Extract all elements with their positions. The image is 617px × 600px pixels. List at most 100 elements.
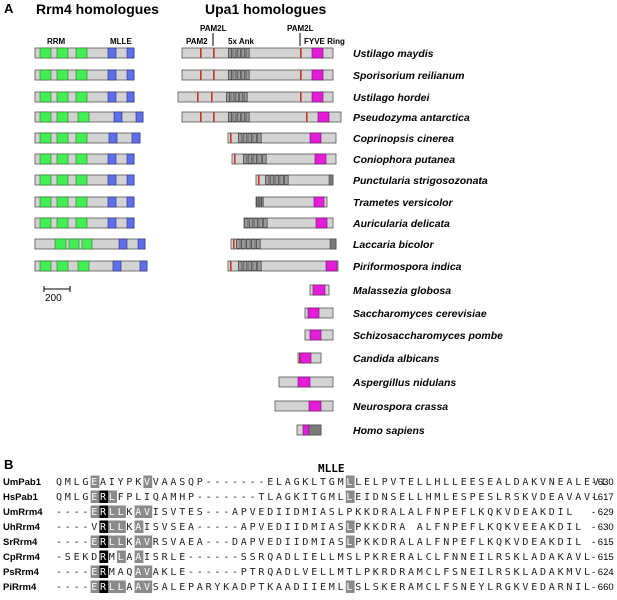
ankyrin-repeat bbox=[247, 133, 252, 143]
conservation-shade bbox=[143, 535, 153, 548]
mlle-domain bbox=[126, 69, 135, 81]
residue: A bbox=[135, 567, 141, 578]
ankyrin-repeat bbox=[279, 175, 284, 185]
pam-motif bbox=[200, 112, 202, 122]
residue: A bbox=[285, 582, 291, 593]
fyve-domain bbox=[311, 69, 324, 81]
rrm4-section-title: Rrm4 homologues bbox=[36, 1, 159, 17]
residue: I bbox=[109, 477, 115, 488]
residue: K bbox=[302, 477, 308, 488]
residue: L bbox=[109, 537, 115, 548]
residue: K bbox=[126, 537, 132, 548]
protein-backbone bbox=[181, 47, 334, 59]
ankyrin-repeat bbox=[232, 112, 237, 122]
conservation-shade bbox=[345, 520, 355, 533]
species-label: Piriformospora indica bbox=[353, 261, 462, 273]
residue: L bbox=[452, 477, 458, 488]
residue: D bbox=[241, 582, 247, 593]
residue: I bbox=[302, 552, 308, 563]
residue: L bbox=[487, 582, 493, 593]
rrm-domain bbox=[39, 132, 52, 144]
fyve-domain bbox=[312, 284, 326, 296]
residue: M bbox=[329, 492, 335, 503]
residue: S bbox=[170, 522, 176, 533]
residue: Y bbox=[214, 582, 220, 593]
species-labels: Ustilago maydis Sporisorium reilianum Usti… bbox=[352, 48, 503, 437]
residue: P bbox=[188, 492, 194, 503]
residue: L bbox=[417, 552, 423, 563]
residue: S bbox=[153, 522, 159, 533]
residue: C bbox=[426, 582, 432, 593]
pam-motif bbox=[211, 92, 213, 102]
mlle-domain-label: MLLE bbox=[110, 37, 132, 46]
ankyrin-repeat bbox=[247, 154, 253, 164]
residue: M bbox=[434, 492, 440, 503]
residue: S bbox=[487, 492, 493, 503]
pam-motif bbox=[197, 92, 199, 102]
mlle-domain bbox=[126, 196, 135, 208]
fyve-domain bbox=[317, 111, 330, 123]
residue: K bbox=[373, 522, 379, 533]
conservation-shade bbox=[90, 490, 100, 503]
residue: E bbox=[258, 507, 264, 518]
pam-motif bbox=[230, 133, 232, 143]
rrm-domain bbox=[81, 238, 93, 250]
residue: - bbox=[65, 567, 71, 578]
residue: I bbox=[320, 537, 326, 548]
fyve-domain bbox=[308, 400, 322, 412]
residue: M bbox=[109, 552, 115, 563]
residue: E bbox=[311, 567, 317, 578]
fyve-domain bbox=[313, 196, 325, 208]
residue: L bbox=[109, 492, 115, 503]
residue: K bbox=[487, 522, 493, 533]
conservation-shade bbox=[143, 565, 153, 578]
rrm-domain bbox=[56, 132, 69, 144]
pam-motif bbox=[213, 70, 215, 80]
residue: Q bbox=[267, 567, 273, 578]
residue: I bbox=[285, 507, 291, 518]
residue: L bbox=[276, 477, 282, 488]
residue: E bbox=[267, 477, 273, 488]
conservation-shade bbox=[108, 580, 117, 593]
residue: E bbox=[452, 492, 458, 503]
residue: A bbox=[531, 567, 537, 578]
rrm4-diagram bbox=[34, 111, 144, 123]
rrm-domain bbox=[56, 91, 69, 103]
residue: Q bbox=[188, 477, 194, 488]
residue: S bbox=[338, 537, 344, 548]
ankyrin-repeat bbox=[237, 133, 243, 143]
conservation-shade bbox=[99, 520, 109, 533]
residue: - bbox=[74, 507, 80, 518]
residue: N bbox=[434, 507, 440, 518]
residue: Q bbox=[496, 522, 502, 533]
residue: G bbox=[320, 492, 326, 503]
residue: L bbox=[135, 492, 141, 503]
ankyrin-repeat bbox=[248, 218, 254, 228]
ankyrin-repeat bbox=[235, 239, 241, 249]
residue: V bbox=[170, 507, 176, 518]
residue: K bbox=[540, 507, 546, 518]
residue: A bbox=[135, 537, 141, 548]
sequence-name: UmRrm4 bbox=[3, 507, 43, 518]
conservation-shade bbox=[99, 490, 109, 503]
residue: D bbox=[382, 522, 388, 533]
residue: N bbox=[461, 567, 467, 578]
ankyrin-repeat bbox=[264, 175, 270, 185]
conservation-shade bbox=[99, 505, 109, 518]
residue: I bbox=[294, 522, 300, 533]
pam-motif bbox=[300, 48, 302, 58]
residue: K bbox=[364, 522, 370, 533]
species-label: Saccharomyces cerevisiae bbox=[353, 308, 487, 320]
residue: K bbox=[505, 537, 511, 548]
residue: A bbox=[399, 522, 405, 533]
residue: E bbox=[91, 582, 97, 593]
residue: E bbox=[320, 582, 326, 593]
residue: K bbox=[522, 492, 528, 503]
rrm-domain bbox=[75, 91, 88, 103]
residue: L bbox=[346, 477, 352, 488]
residue: K bbox=[294, 492, 300, 503]
